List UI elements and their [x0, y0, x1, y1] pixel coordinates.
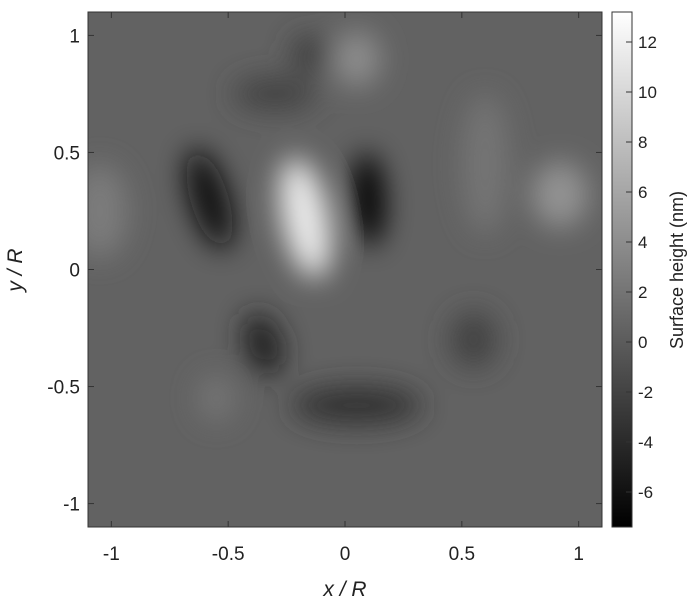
heatmap-feature-6: [291, 35, 329, 73]
heatmap-feature-7: [531, 161, 588, 228]
colorbar-tick-label: 6: [638, 183, 647, 202]
colorbar-tick-label: 8: [638, 133, 647, 152]
x-tick-label: -0.5: [212, 544, 245, 565]
colorbar-scale: [611, 11, 633, 528]
x-tick-label: 0.5: [449, 544, 475, 565]
heatmap-feature-5: [333, 30, 381, 87]
heatmap-feature-2: [186, 149, 233, 249]
y-tick-label: -0.5: [47, 378, 80, 399]
plot-area: [87, 11, 603, 528]
heatmap-feature-8: [88, 164, 128, 258]
x-tick-label: 1: [573, 544, 584, 565]
heatmap-feature-1: [351, 152, 385, 247]
colorbar-tick-label: -2: [638, 383, 653, 402]
x-tick-label: 0: [340, 544, 351, 565]
x-axis-label: x / R: [322, 578, 366, 600]
colorbar-tick-label: 2: [638, 283, 647, 302]
x-tick-labels: -1 -0.5 0 0.5 1: [103, 544, 584, 565]
y-tick-label: -1: [63, 495, 80, 516]
y-tick-label: 0.5: [54, 143, 80, 164]
heatmap-feature-10: [450, 311, 497, 368]
y-tick-label: 1: [69, 26, 80, 47]
heatmap-feature-11: [197, 374, 236, 422]
y-tick-labels: 1 0.5 0 -0.5 -1: [47, 26, 80, 515]
heatmap-surface: [88, 30, 588, 424]
colorbar-tick-label: 12: [638, 33, 657, 52]
colorbar-ticks: 12 10 8 6 4 2 0 -2 -4 -6: [626, 33, 657, 502]
heatmap-feature-12: [232, 77, 317, 111]
colorbar-tick-label: 4: [638, 233, 647, 252]
y-tick-label: 0: [69, 261, 80, 282]
heatmap-feature-0: [279, 158, 332, 278]
plot-background: [88, 12, 602, 527]
heatmap-features: [88, 30, 588, 424]
x-tick-label: -1: [103, 544, 120, 565]
y-axis-label: y / R: [4, 248, 27, 293]
heatmap-feature-3: [242, 312, 284, 377]
heatmap-feature-9: [461, 93, 509, 235]
heatmap-feature-4: [291, 386, 423, 424]
colorbar-tick-label: -6: [638, 483, 653, 502]
colorbar-label: Surface height (nm): [667, 191, 687, 349]
colorbar: 12 10 8 6 4 2 0 -2 -4 -6 Surface height (nm): [611, 11, 687, 528]
axis-ticks: [88, 12, 602, 527]
colorbar-tick-label: 0: [638, 333, 647, 352]
colorbar-tick-label: -4: [638, 433, 653, 452]
colorbar-tick-label: 10: [638, 83, 657, 102]
